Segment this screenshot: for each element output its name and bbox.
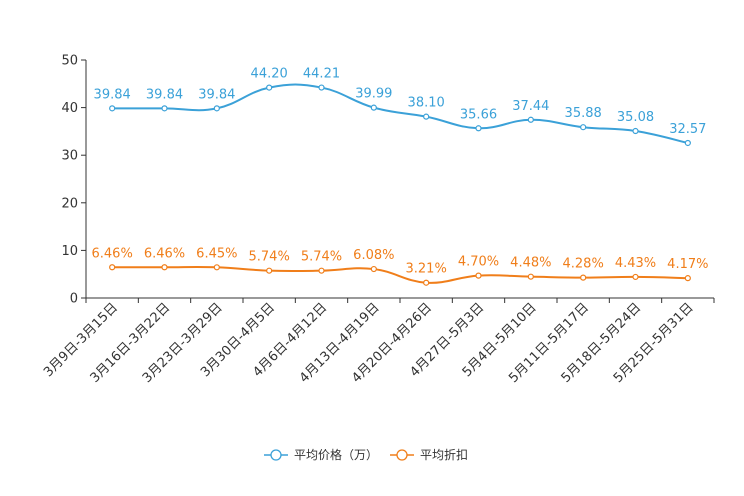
- data-label: 4.43%: [615, 256, 656, 271]
- y-tick-label: 40: [61, 101, 78, 116]
- data-point: [161, 264, 168, 271]
- data-point: [632, 273, 639, 281]
- data-label: 4.28%: [563, 257, 604, 272]
- data-label: 44.21: [303, 67, 340, 82]
- data-label: 6.45%: [196, 246, 237, 261]
- data-point: [423, 113, 430, 120]
- data-label: 5.74%: [249, 250, 290, 265]
- y-tick-label: 20: [61, 196, 78, 211]
- data-label: 4.17%: [667, 257, 708, 272]
- data-point: [318, 267, 325, 274]
- data-point: [423, 279, 430, 286]
- data-point: [632, 127, 639, 135]
- y-tick-label: 0: [70, 292, 78, 307]
- data-point: [580, 274, 587, 281]
- data-label: 3.21%: [406, 262, 447, 277]
- data-point: [266, 267, 273, 274]
- data-point: [527, 273, 534, 280]
- series-line-1: [112, 83, 689, 144]
- data-point: [684, 275, 691, 282]
- data-label: 4.48%: [510, 256, 551, 271]
- data-point: [318, 84, 325, 91]
- data-label: 38.10: [408, 96, 445, 111]
- data-label: 5.74%: [301, 250, 342, 265]
- data-label: 6.08%: [353, 248, 394, 263]
- legend-marker: [396, 449, 408, 461]
- data-label: 39.84: [94, 87, 131, 102]
- data-label: 37.44: [512, 99, 549, 114]
- data-label: 35.66: [460, 107, 497, 122]
- series-line-2: [112, 265, 688, 284]
- data-point: [109, 105, 116, 112]
- data-point: [213, 264, 220, 271]
- data-point: [370, 104, 377, 111]
- data-point: [109, 264, 116, 271]
- data-label: 6.46%: [92, 246, 133, 261]
- data-label: 44.20: [251, 67, 288, 82]
- data-label: 39.84: [146, 87, 183, 102]
- data-point: [266, 84, 273, 91]
- legend-marker: [270, 449, 282, 461]
- data-point: [213, 105, 220, 112]
- data-label: 39.99: [355, 87, 392, 102]
- data-label: 35.88: [565, 106, 602, 121]
- data-point: [684, 139, 691, 147]
- data-point: [370, 265, 377, 273]
- data-label: 6.46%: [144, 246, 185, 261]
- data-point: [475, 272, 482, 279]
- y-tick-label: 10: [61, 244, 78, 259]
- data-label: 35.08: [617, 110, 654, 125]
- data-point: [475, 125, 482, 132]
- legend-label: 平均折扣: [420, 447, 468, 462]
- y-tick-label: 30: [61, 149, 78, 164]
- data-label: 39.84: [198, 87, 235, 102]
- y-tick-label: 50: [61, 54, 78, 69]
- legend-label: 平均价格（万）: [294, 447, 378, 462]
- data-label: 32.57: [669, 122, 706, 137]
- data-label: 4.70%: [458, 255, 499, 270]
- data-point: [527, 116, 534, 123]
- data-point: [580, 124, 587, 131]
- data-point: [161, 105, 168, 112]
